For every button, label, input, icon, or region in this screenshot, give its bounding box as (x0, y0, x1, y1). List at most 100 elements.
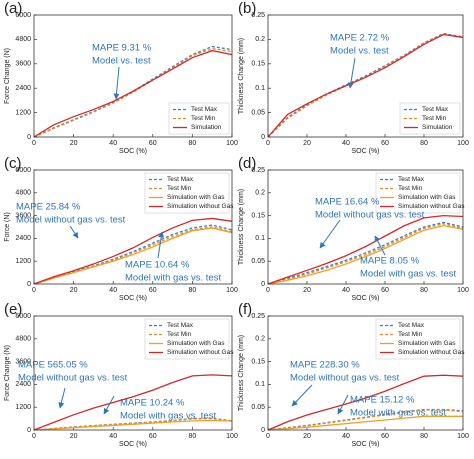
x-tick-label: 60 (381, 287, 389, 294)
plot-frame (33, 14, 233, 138)
legend-label: Simulation without Gas (398, 349, 465, 356)
legend-label: Test Max (167, 176, 194, 183)
y-tick-label: 0.25 (251, 313, 265, 320)
legend-label: Test Min (191, 115, 216, 122)
series-line (33, 374, 233, 431)
x-axis-label: SOC (%) (119, 441, 147, 448)
y-tick-label: 3600 (15, 358, 31, 365)
series-line (267, 224, 464, 285)
x-axis-label: SOC (%) (352, 295, 380, 302)
x-tick-label: 20 (303, 140, 311, 147)
legend-label: Simulation without Gas (167, 203, 234, 210)
plot-frame (267, 169, 464, 285)
legend-label: Simulation with Gas (167, 340, 225, 347)
y-tick-label: 0.25 (251, 167, 265, 174)
annotation: MAPE 10.24 % (120, 398, 185, 409)
y-tick-label: 0.1 (255, 381, 265, 388)
legend-label: Simulation with Gas (398, 194, 456, 201)
series-line (267, 415, 463, 431)
x-tick-label: 0 (32, 140, 36, 147)
annotation-arrow (58, 387, 66, 409)
annotation: Model vs. test (330, 46, 389, 57)
y-axis-label: Force Change (N) (4, 345, 11, 401)
x-tick-label: 80 (189, 433, 197, 440)
y-tick-label: 0.25 (251, 12, 265, 19)
y-tick-label: 0 (27, 281, 31, 288)
annotation: MAPE 15.12 % (350, 395, 415, 406)
annotation: Model without gas vs. test (18, 373, 128, 384)
annotation: MAPE 25.84 % (16, 202, 81, 213)
annotation: Model with gas vs. test (125, 273, 221, 284)
y-tick-label: 6000 (15, 313, 31, 320)
legend-label: Test Max (191, 106, 218, 113)
panel: (d) 0 0.05 0.1 0.15 0.2 0.25 0 20 40 60 80 100 SOC (%… (238, 155, 469, 302)
x-tick-label: 40 (342, 140, 350, 147)
annotation-arrow (113, 66, 120, 100)
series-line (33, 217, 233, 285)
y-tick-label: 0.2 (255, 36, 265, 43)
y-tick-label: 4800 (15, 336, 31, 343)
x-tick-label: 0 (32, 287, 36, 294)
series-line (267, 221, 464, 285)
annotation-arrow (69, 225, 79, 239)
series-line (267, 214, 464, 285)
annotation: MAPE 8.05 % (360, 256, 420, 267)
x-tick-label: 20 (70, 287, 78, 294)
y-axis-label: Thickness Change (mm) (238, 335, 245, 411)
x-tick-label: 80 (420, 140, 428, 147)
legend-label: Simulation without Gas (398, 203, 465, 210)
annotation-arrow (157, 231, 165, 259)
panel: (f) 0 0.05 0.1 0.15 0.2 0.25 0 20 40 60 80 100 SOC (%… (238, 301, 469, 448)
x-tick-label: 80 (189, 140, 197, 147)
x-tick-label: 40 (109, 287, 117, 294)
legend-label: Test Min (398, 331, 423, 338)
x-axis-label: SOC (%) (119, 148, 147, 155)
annotation: Model with gas vs. test (350, 408, 446, 419)
annotation-arrow (374, 235, 386, 256)
panel: (c) 0 1200 2400 3600 4800 6000 0 20 40 60 80 100 SOC … (4, 155, 238, 302)
x-tick-label: 40 (109, 433, 117, 440)
annotation-arrow (319, 219, 341, 249)
x-tick-label: 0 (266, 433, 270, 440)
y-tick-label: 0.15 (251, 212, 265, 219)
legend-label: Simulation (422, 124, 453, 131)
annotation-arrow (347, 57, 356, 89)
annotation: MAPE 9.31 % (92, 43, 152, 54)
legend-label: Test Max (398, 176, 425, 183)
y-tick-label: 4800 (15, 36, 31, 43)
legend-label: Test Min (422, 115, 447, 122)
y-tick-label: 0 (261, 281, 265, 288)
y-tick-label: 0.05 (251, 109, 265, 116)
panel: (e) 0 1200 2400 3600 4800 6000 0 20 40 60 80 100 SOC … (4, 301, 238, 448)
plot-frame (267, 14, 464, 138)
plot-frame (33, 169, 233, 285)
y-tick-label: 2400 (15, 381, 31, 388)
legend-label: Test Max (398, 322, 425, 329)
series-line (267, 409, 464, 431)
panel: (a) 0 1200 2400 3600 4800 6000 0 20 40 60 80 100 SOC … (4, 0, 238, 155)
y-tick-label: 0 (27, 134, 31, 141)
y-tick-label: 3600 (15, 61, 31, 68)
y-tick-label: 0.05 (251, 258, 265, 265)
y-tick-label: 1200 (15, 258, 31, 265)
panel-label: (e) (4, 301, 22, 318)
x-tick-label: 80 (189, 287, 197, 294)
series-line (33, 49, 233, 138)
x-tick-label: 20 (70, 433, 78, 440)
series-line (33, 417, 233, 431)
y-axis-label: Thickness Change (mm) (238, 38, 245, 114)
x-tick-label: 0 (266, 287, 270, 294)
y-tick-label: 1200 (15, 109, 31, 116)
y-tick-label: 4800 (15, 190, 31, 197)
legend-label: Simulation without Gas (167, 349, 234, 356)
x-tick-label: 100 (457, 287, 469, 294)
y-tick-label: 0 (261, 134, 265, 141)
y-tick-label: 2400 (15, 235, 31, 242)
x-tick-label: 100 (226, 287, 238, 294)
x-tick-label: 100 (457, 140, 469, 147)
y-tick-label: 3600 (15, 212, 31, 219)
x-tick-label: 0 (266, 140, 270, 147)
y-tick-label: 0.2 (255, 336, 265, 343)
x-axis-label: SOC (%) (352, 148, 380, 155)
